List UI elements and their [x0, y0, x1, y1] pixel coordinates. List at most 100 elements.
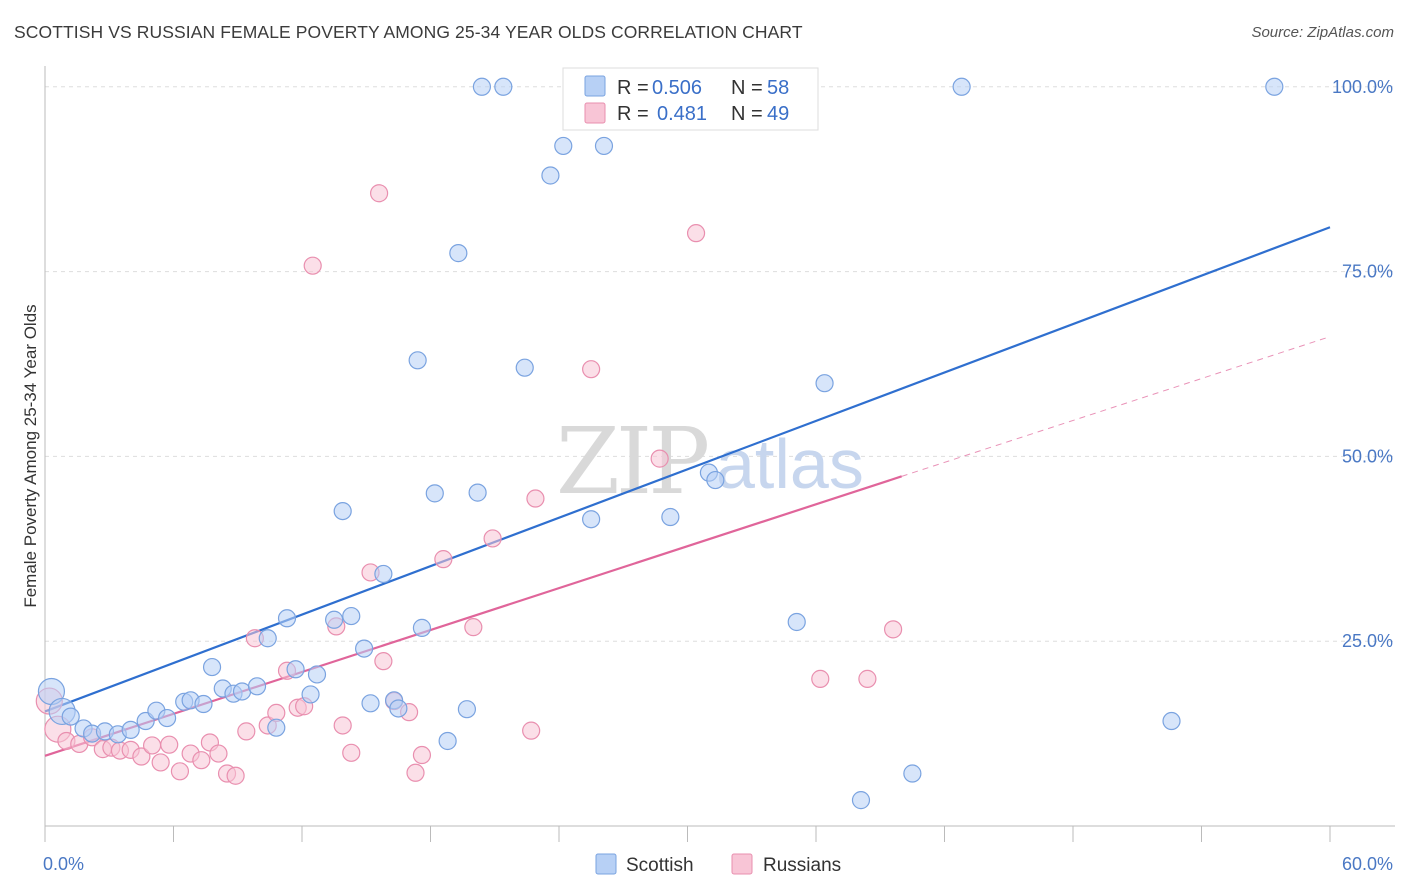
- scottish-point: [472, 77, 491, 96]
- scottish-point: [61, 707, 80, 726]
- russians-point: [464, 618, 483, 637]
- scottish-point: [277, 609, 297, 628]
- scottish-point: [815, 374, 834, 393]
- bottom-legend-swatch-scottish: [595, 853, 617, 875]
- y-tick-label: 50.0%: [1342, 446, 1393, 466]
- scottish-point: [301, 685, 320, 704]
- bottom-legend-label-scottish: Scottish: [626, 855, 694, 876]
- scottish-point: [438, 731, 457, 751]
- scottish-point: [307, 665, 327, 684]
- scottish-point: [247, 677, 267, 696]
- russians-point: [370, 184, 389, 203]
- russians-point: [226, 766, 245, 785]
- russians-point: [811, 669, 830, 688]
- russians-point: [526, 489, 545, 508]
- watermark: ZIP atlas: [556, 408, 864, 515]
- russians-point: [412, 745, 432, 765]
- chart-title: SCOTTISH VS RUSSIAN FEMALE POVERTY AMONG…: [14, 22, 803, 42]
- scottish-point: [468, 483, 487, 502]
- russians-point: [650, 449, 669, 468]
- russians-point: [303, 256, 322, 275]
- x-tick-label: 0.0%: [43, 854, 84, 874]
- russians-point: [483, 529, 502, 548]
- scottish-point: [706, 470, 725, 490]
- scottish-point: [449, 244, 468, 263]
- legend-r-value-russians: 0.481: [657, 103, 707, 125]
- russians-point: [342, 743, 361, 762]
- scottish-point: [903, 764, 922, 783]
- russians-point: [883, 620, 903, 639]
- scottish-point: [374, 564, 393, 584]
- russians-point: [522, 721, 541, 740]
- scottish-point: [157, 708, 177, 728]
- gridlines: [45, 86, 1395, 642]
- bottom-legend-label-russians: Russians: [763, 855, 841, 876]
- scottish-point: [412, 618, 432, 637]
- trendline-russians-extension: [901, 336, 1331, 477]
- scottish-point: [425, 484, 444, 503]
- russians-point: [374, 652, 393, 671]
- scottish-point: [121, 720, 140, 740]
- scottish-point: [594, 136, 614, 156]
- russians-point: [237, 722, 256, 741]
- scottish-point: [952, 77, 971, 96]
- russians-point: [686, 224, 706, 243]
- watermark-atlas: atlas: [716, 425, 864, 503]
- y-tick-label: 25.0%: [1342, 631, 1393, 651]
- scottish-point: [851, 791, 871, 810]
- legend-r-label-russians: R =: [617, 103, 649, 125]
- chart-source: Source: ZipAtlas.com: [1251, 24, 1394, 41]
- russians-point: [132, 747, 151, 766]
- scottish-point: [333, 501, 352, 521]
- legend-swatch-scottish: [584, 75, 606, 97]
- scottish-point: [342, 606, 361, 626]
- watermark-zip: ZIP: [556, 408, 707, 515]
- legend-n-value-scottish: 58: [767, 77, 789, 99]
- russians-point: [434, 550, 453, 569]
- bottom-legend-swatch-russians: [731, 853, 753, 875]
- russians-point: [406, 763, 425, 782]
- legend-n-value-russians: 49: [767, 103, 789, 125]
- scottish-point: [408, 351, 427, 370]
- scottish-point: [582, 510, 601, 529]
- series-russians-points: [35, 184, 903, 785]
- tick-labels: 25.0% 50.0% 75.0% 100.0% 0.0% 60.0%: [43, 77, 1393, 874]
- russians-point: [582, 360, 601, 379]
- y-tick-label: 100.0%: [1332, 77, 1393, 97]
- scottish-point: [202, 657, 222, 677]
- scottish-point: [361, 694, 380, 713]
- russians-point: [170, 762, 190, 781]
- legend-n-label-scottish: N =: [731, 77, 763, 99]
- trendline-scottish: [44, 226, 1331, 713]
- y-axis-label: Female Poverty Among 25-34 Year Olds: [21, 304, 40, 607]
- scottish-point: [1162, 711, 1181, 731]
- legend-r-label-scottish: R =: [617, 77, 649, 99]
- scottish-point: [787, 612, 806, 632]
- scottish-point: [457, 700, 477, 719]
- legend-n-label-russians: N =: [731, 103, 763, 125]
- scottish-point: [325, 610, 344, 629]
- scottish-point: [541, 166, 560, 185]
- russians-point: [160, 735, 179, 754]
- scottish-point: [194, 694, 213, 714]
- scottish-point: [494, 77, 513, 96]
- russians-point: [151, 753, 170, 772]
- legend: R = 0.506 N = 58 R = 0.481 N = 49: [562, 67, 819, 131]
- x-tick-label: 60.0%: [1342, 854, 1393, 874]
- bottom-legend: Scottish Russians: [595, 853, 841, 876]
- scottish-point: [1265, 77, 1284, 96]
- series-scottish-points: [37, 77, 1284, 810]
- legend-r-value-scottish: 0.506: [652, 77, 702, 99]
- scottish-point: [258, 629, 277, 648]
- russians-point: [142, 736, 162, 755]
- scottish-point: [389, 699, 408, 718]
- scottish-point: [286, 660, 305, 679]
- russians-point: [209, 744, 228, 763]
- scottish-point: [355, 639, 374, 658]
- russians-point: [858, 669, 877, 688]
- legend-swatch-russians: [584, 102, 606, 124]
- russians-point: [333, 716, 352, 735]
- russians-point: [192, 751, 211, 770]
- scottish-point: [515, 358, 534, 377]
